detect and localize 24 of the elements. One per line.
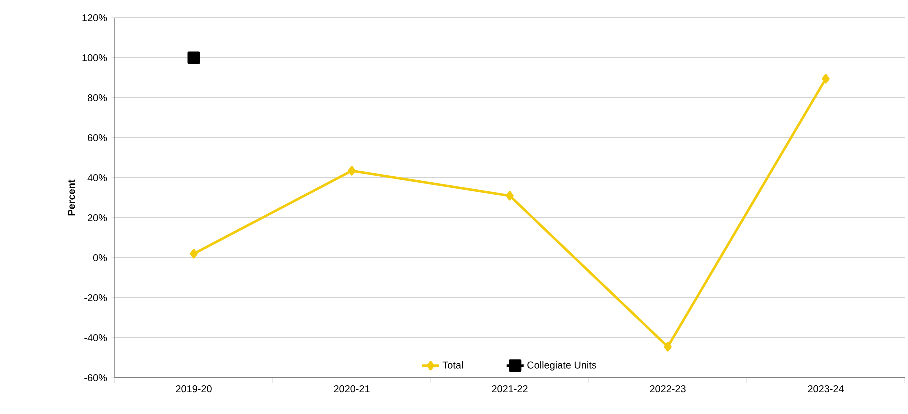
y-tick-label: -20% <box>84 294 108 302</box>
y-tick-label: 60% <box>88 134 108 142</box>
y-tick-label: -60% <box>84 374 108 382</box>
y-tick-label: 0% <box>93 254 108 262</box>
y-axis-title: Percent <box>68 180 76 216</box>
y-tick-label: 40% <box>88 174 108 182</box>
y-tick-label: -40% <box>84 334 108 342</box>
point <box>664 342 672 352</box>
point <box>188 52 200 64</box>
x-tick-label: 2020-21 <box>334 386 370 393</box>
x-tick-label: 2022-23 <box>650 386 686 393</box>
x-tick-label: 2019-20 <box>176 386 212 393</box>
point <box>190 249 198 259</box>
legend-label: Collegiate Units <box>528 362 597 371</box>
y-tick-label: 120% <box>82 14 108 22</box>
x-tick-label: 2021-22 <box>492 386 528 393</box>
y-tick-label: 80% <box>88 94 108 102</box>
x-tick-label: 2023-24 <box>808 386 844 393</box>
legend-label: Total <box>442 362 463 369</box>
point <box>348 166 356 176</box>
point <box>506 191 514 201</box>
y-tick-label: 100% <box>82 54 108 62</box>
y-tick-label: 20% <box>88 214 108 222</box>
point <box>822 74 830 84</box>
